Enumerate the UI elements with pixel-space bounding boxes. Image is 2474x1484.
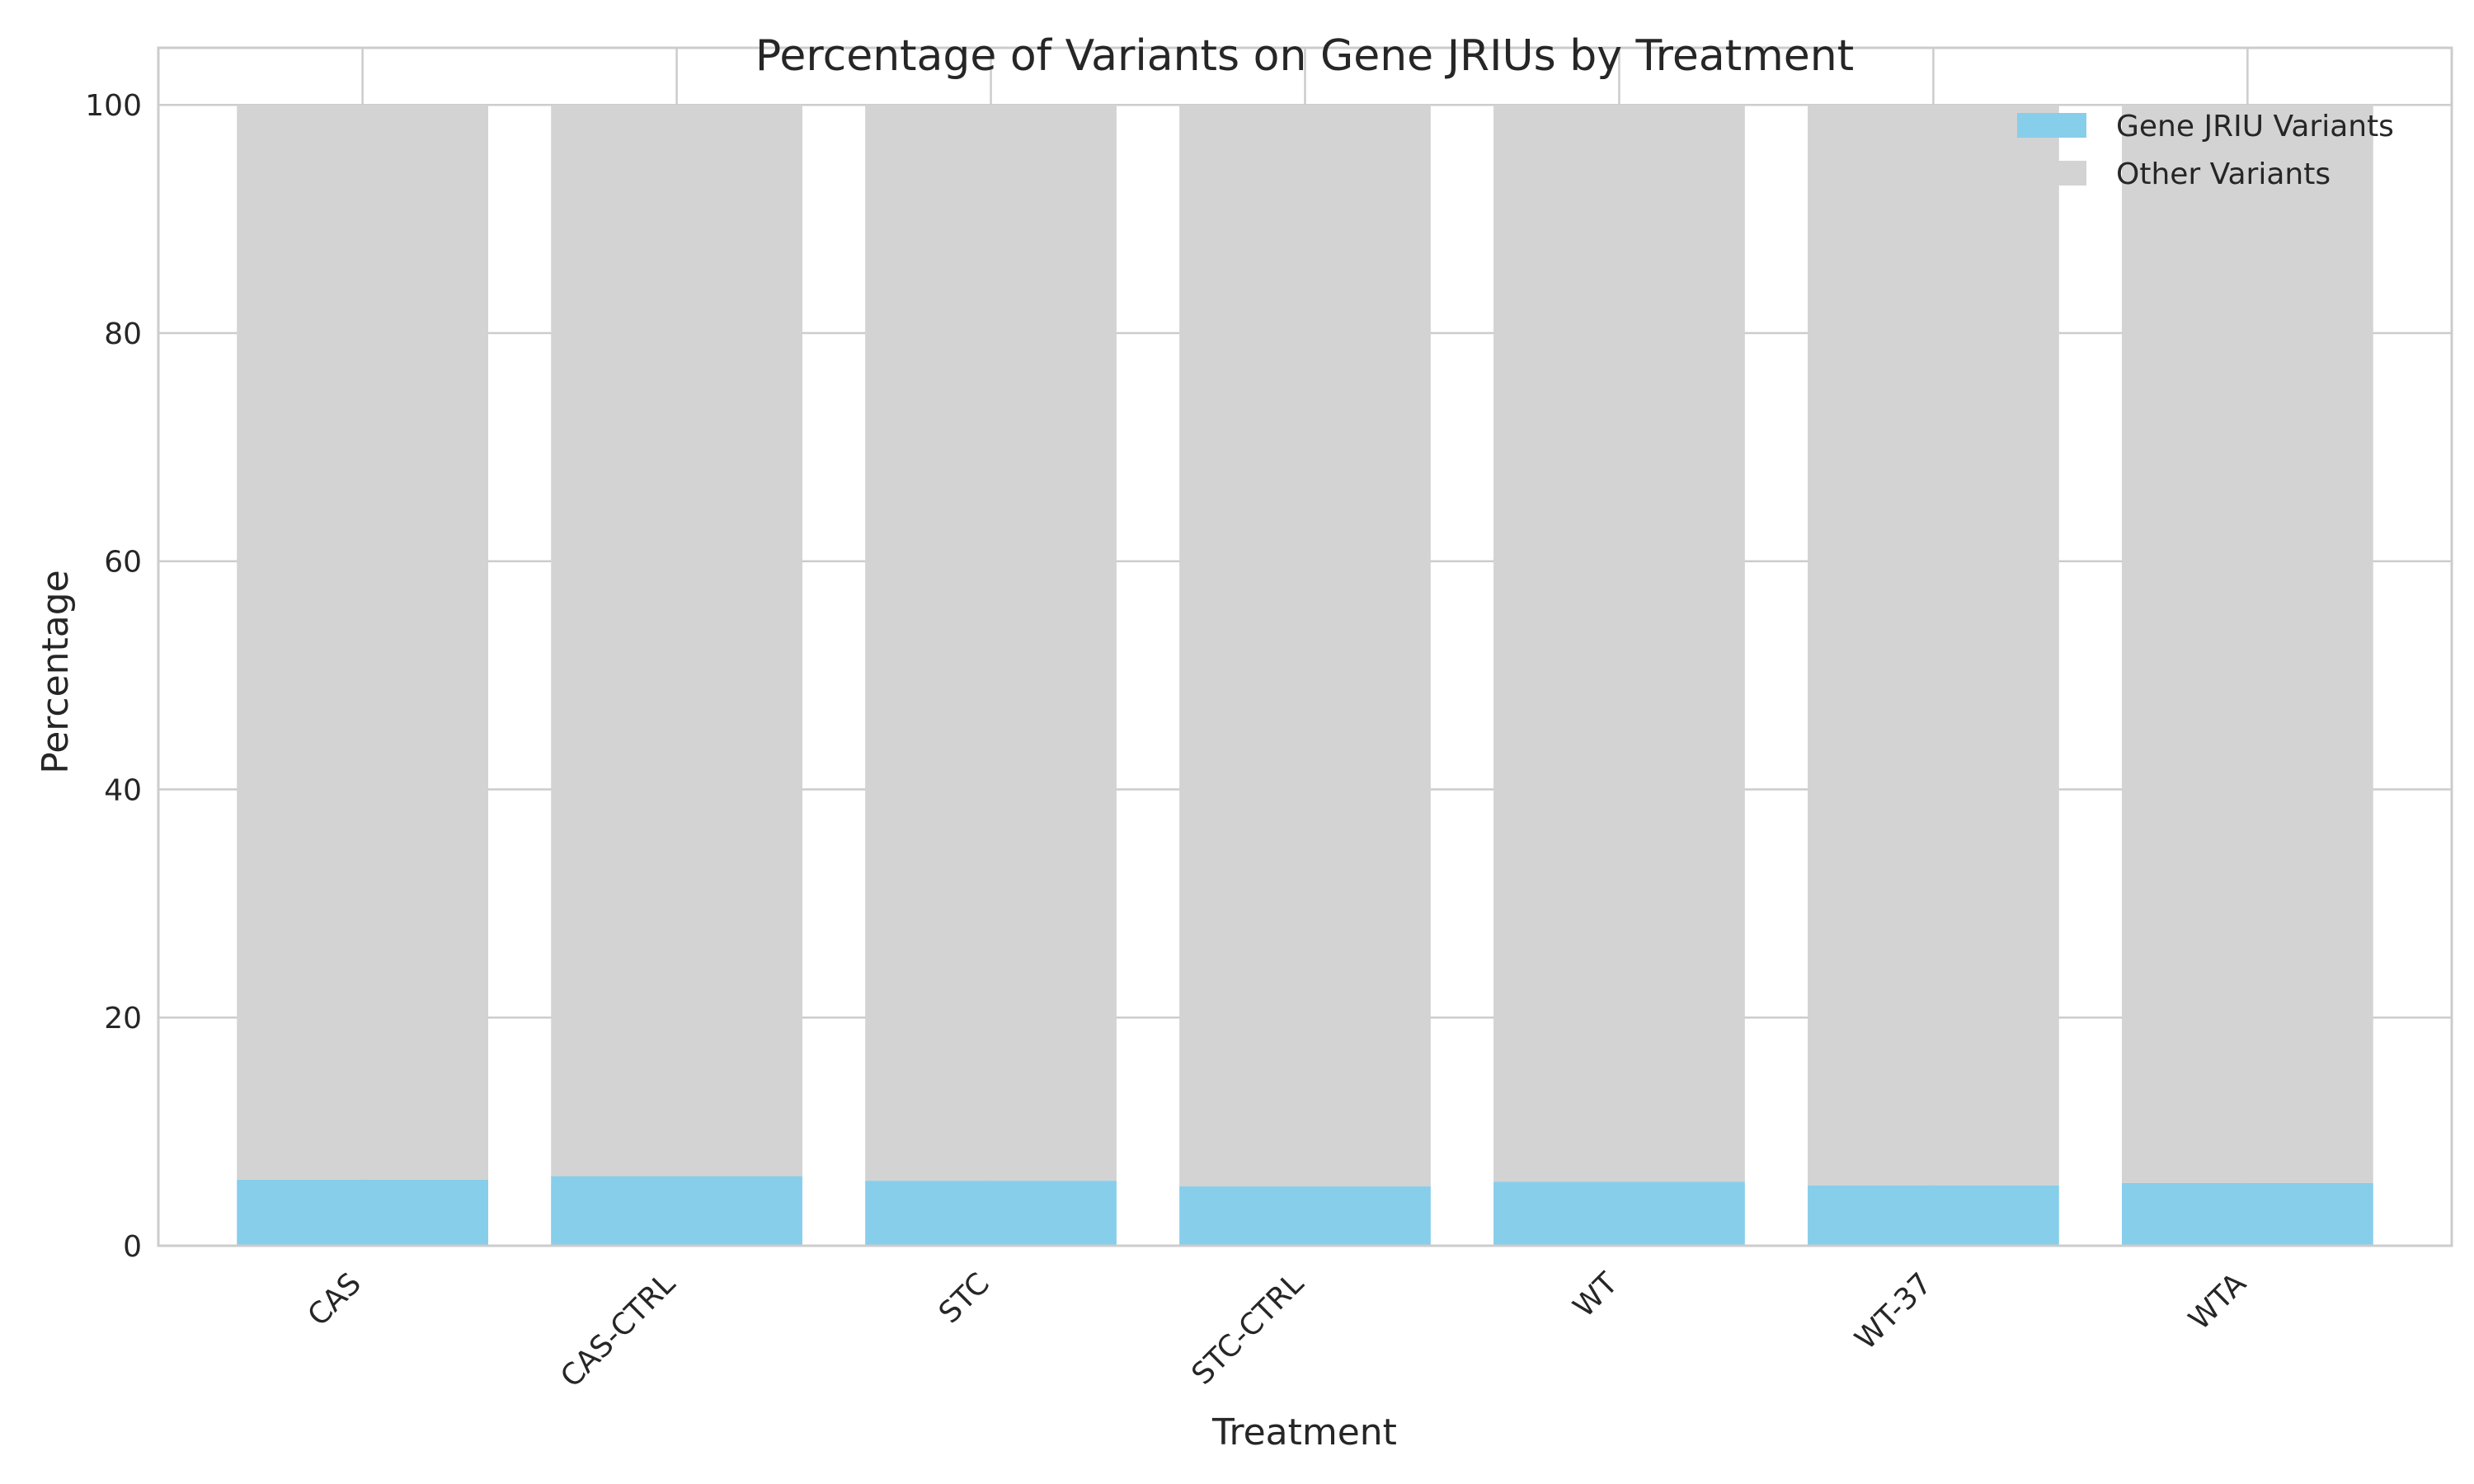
bar-gene-jriu-variants — [551, 1176, 802, 1246]
x-axis-label: Treatment — [1211, 1411, 1397, 1453]
bar-gene-jriu-variants — [237, 1179, 489, 1246]
bar-other-variants — [1179, 105, 1431, 1187]
y-tick-label: 40 — [104, 773, 142, 807]
bar-other-variants — [551, 105, 802, 1176]
y-tick-label: 80 — [104, 317, 142, 351]
y-tick-label: 100 — [85, 89, 142, 123]
bar-gene-jriu-variants — [1493, 1181, 1745, 1246]
bars — [237, 105, 2373, 1246]
plot-frame — [157, 46, 2453, 1247]
legend-label: Gene JRIU Variants — [2116, 110, 2394, 143]
y-tick-label: 60 — [104, 546, 142, 580]
y-axis-label: Percentage — [35, 570, 77, 774]
bar-other-variants — [1808, 105, 2059, 1186]
legend-label: Other Variants — [2116, 157, 2331, 191]
y-tick-label: 0 — [123, 1230, 142, 1264]
bar-gene-jriu-variants — [1179, 1186, 1431, 1246]
bar-other-variants — [2121, 105, 2373, 1183]
bar-gene-jriu-variants — [1808, 1185, 2059, 1246]
bar-other-variants — [865, 105, 1117, 1181]
y-tick-labels: 0 20 40 60 80 100 — [85, 89, 142, 1264]
legend-swatch — [2017, 161, 2086, 186]
legend: Gene JRIU Variants Other Variants — [2017, 110, 2394, 191]
bar-gene-jriu-variants — [865, 1181, 1117, 1246]
bar-gene-jriu-variants — [2121, 1182, 2373, 1246]
bar-other-variants — [1493, 105, 1745, 1182]
y-tick-label: 20 — [104, 1002, 142, 1036]
bar-other-variants — [237, 105, 489, 1180]
legend-swatch — [2017, 113, 2086, 138]
chart-title: Percentage of Variants on Gene JRIUs by … — [755, 31, 1854, 81]
